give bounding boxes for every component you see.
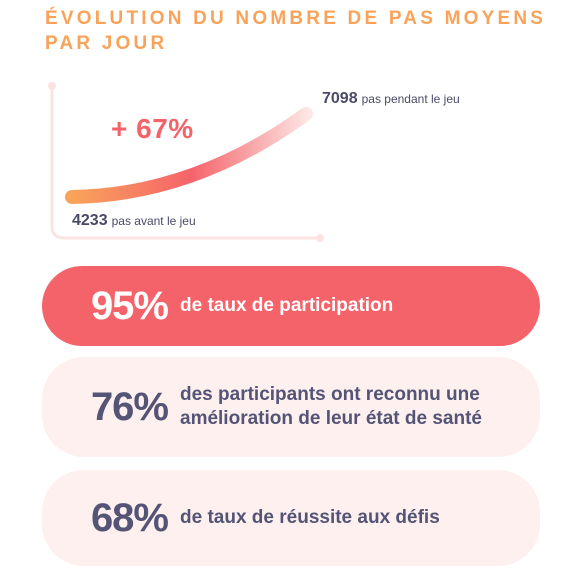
x-axis-end-dot <box>316 234 324 242</box>
chart-axis-lines <box>50 86 320 240</box>
y-axis-end-dot <box>48 82 56 90</box>
end-value-caption: pas pendant le jeu <box>361 92 460 106</box>
stat-card-health: 76% des participants ont reconnu une amé… <box>42 357 540 457</box>
chart-axes <box>48 82 324 242</box>
start-value: 4233 <box>72 212 108 229</box>
start-value-caption: pas avant le jeu <box>111 214 196 228</box>
trend-curve <box>65 107 313 204</box>
stat-description: des participants ont reconnu une amélior… <box>180 384 482 429</box>
stat-card-participation: 95% de taux de participation <box>42 266 540 346</box>
start-value-label: 4233 pas avant le jeu <box>72 212 196 230</box>
page-title: ÉVOLUTION DU NOMBRE DE PAS MOYENS PAR JO… <box>45 8 547 54</box>
stat-value: 68% <box>90 495 169 540</box>
stat-value: 76% <box>90 384 169 429</box>
stat-description: de taux de réussite aux défis <box>180 507 440 528</box>
stat-card-challenges: 68% de taux de réussite aux défis <box>42 470 540 566</box>
end-value-label: 7098 pas pendant le jeu <box>322 90 460 108</box>
steps-chart: + 67% 7098 pas pendant le jeu 4233 pas ava… <box>0 0 581 260</box>
stat-description: de taux de participation <box>180 295 394 316</box>
end-value: 7098 <box>322 90 358 107</box>
steps-chart-svg <box>48 82 324 242</box>
increase-label: + 67% <box>111 113 194 144</box>
stat-value: 95% <box>90 283 169 328</box>
